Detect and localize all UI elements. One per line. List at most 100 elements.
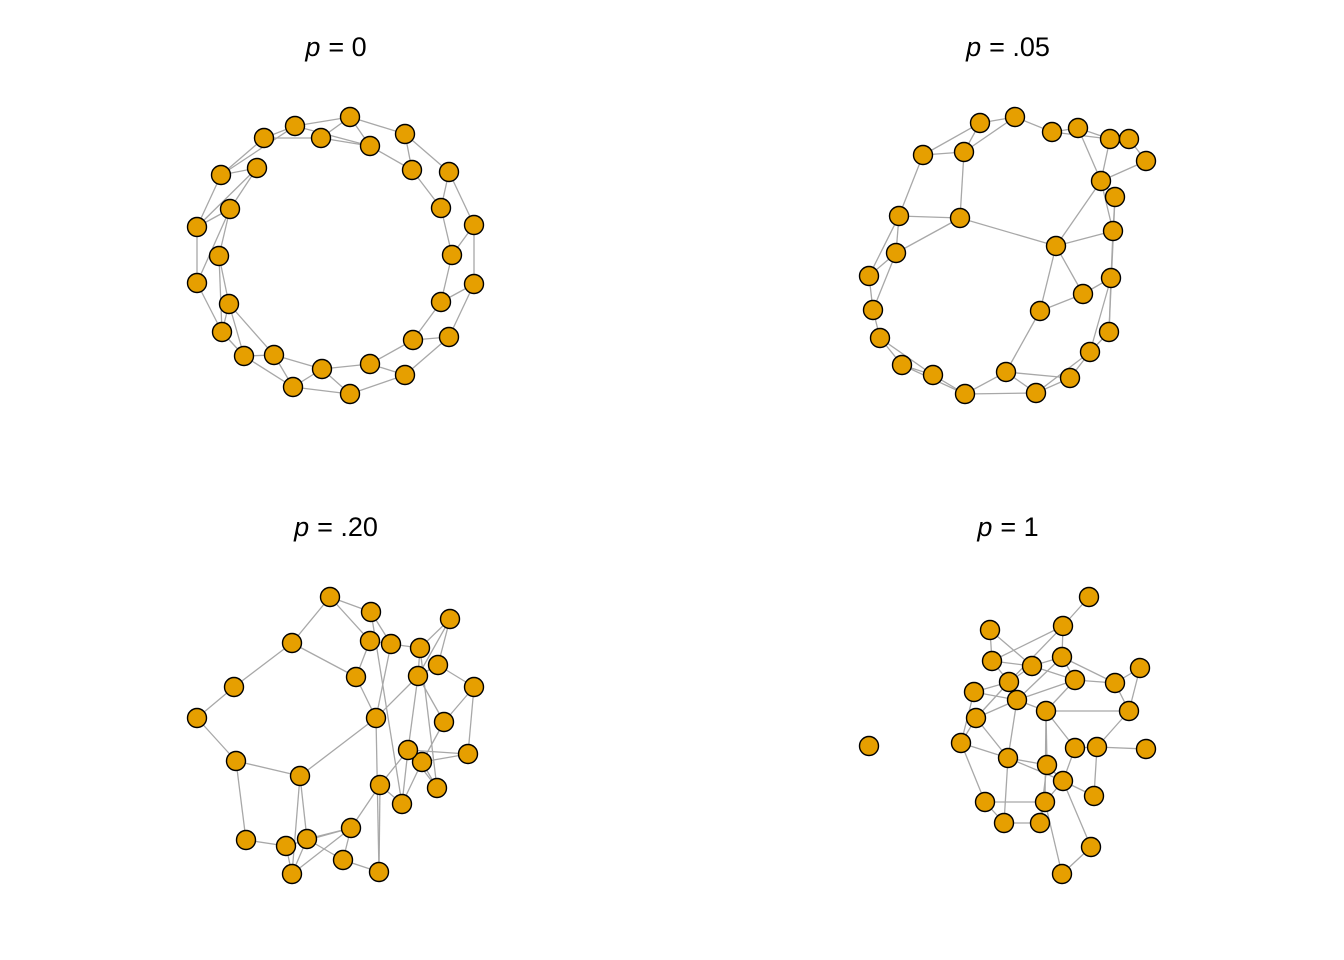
network-node [284, 115, 306, 137]
network-node [1104, 672, 1126, 694]
network-node [1104, 186, 1126, 208]
network-node [888, 205, 910, 227]
network-node [1079, 341, 1101, 363]
network-node [993, 812, 1015, 834]
network-node [1006, 689, 1028, 711]
network-edge [299, 717, 377, 777]
network-node [433, 711, 455, 733]
node-layer [186, 586, 485, 885]
node-layer [186, 106, 485, 405]
panel-p-05: p = .05 [858, 32, 1157, 405]
network-node [210, 164, 232, 186]
network-edge [1016, 656, 1063, 701]
network-node [979, 619, 1001, 641]
network-node [858, 735, 880, 757]
network-node [1052, 615, 1074, 637]
network-node [1135, 150, 1157, 172]
network-node [912, 144, 934, 166]
network-node [954, 383, 976, 405]
network-node [885, 242, 907, 264]
network-edge [898, 154, 924, 217]
network-node [1090, 170, 1112, 192]
network-node [1034, 791, 1056, 813]
network-node [275, 835, 297, 857]
network-node [397, 739, 419, 761]
network-edge [964, 392, 1037, 395]
network-node [1098, 321, 1120, 343]
network-node [974, 791, 996, 813]
network-edge [1055, 180, 1102, 247]
node-layer [858, 106, 1157, 405]
network-node [359, 135, 381, 157]
network-node [427, 654, 449, 676]
network-node [253, 127, 275, 149]
network-edge [291, 827, 352, 875]
network-node [981, 650, 1003, 672]
network-node [1035, 700, 1057, 722]
network-node [233, 345, 255, 367]
network-node [186, 707, 208, 729]
network-edge [959, 151, 965, 219]
network-node [391, 793, 413, 815]
network-node [1135, 738, 1157, 760]
network-edge [285, 827, 352, 847]
network-edge [196, 208, 231, 284]
network-node [380, 633, 402, 655]
network-node [1064, 669, 1086, 691]
network-node [401, 159, 423, 181]
panel-title: p = 1 [976, 512, 1038, 542]
network-node [1036, 754, 1058, 776]
network-node [995, 361, 1017, 383]
network-node [1086, 736, 1108, 758]
network-node [463, 676, 485, 698]
network-edge [235, 760, 247, 841]
network-node [1059, 367, 1081, 389]
network-node [235, 829, 257, 851]
network-node [402, 329, 424, 351]
network-node [340, 817, 362, 839]
network-node [430, 197, 452, 219]
panel-title: p = .05 [965, 32, 1050, 62]
network-edge [872, 252, 897, 311]
network-edge [1005, 371, 1071, 379]
network-edge [291, 642, 357, 678]
network-node [862, 299, 884, 321]
network-node [223, 676, 245, 698]
network-edge [294, 125, 371, 147]
network-node [281, 632, 303, 654]
network-node [186, 216, 208, 238]
network-edge [291, 775, 301, 875]
network-node [218, 293, 240, 315]
panel-p-0: p = 0 [186, 32, 485, 405]
network-node [463, 214, 485, 236]
network-node [439, 608, 461, 630]
network-node [225, 750, 247, 772]
network-edge [1005, 310, 1041, 373]
network-node [441, 244, 463, 266]
network-node [438, 161, 460, 183]
network-edge [417, 618, 451, 677]
network-node [869, 327, 891, 349]
network-edge [963, 116, 1016, 153]
network-node [263, 344, 285, 366]
network-node [1021, 655, 1043, 677]
network-node [208, 245, 230, 267]
panel-title: p = 0 [304, 32, 366, 62]
network-node [1102, 220, 1124, 242]
network-node [332, 849, 354, 871]
network-node [430, 291, 452, 313]
network-edge [960, 742, 986, 803]
network-node [457, 743, 479, 765]
network-node [965, 707, 987, 729]
network-edge [895, 217, 961, 254]
network-node [360, 601, 382, 623]
network-node [1052, 770, 1074, 792]
network-node [310, 127, 332, 149]
network-node [282, 376, 304, 398]
network-node [339, 383, 361, 405]
network-node [998, 671, 1020, 693]
network-node [438, 326, 460, 348]
network-edge [1003, 757, 1009, 824]
panel-p-20: p = .20 [186, 512, 485, 885]
